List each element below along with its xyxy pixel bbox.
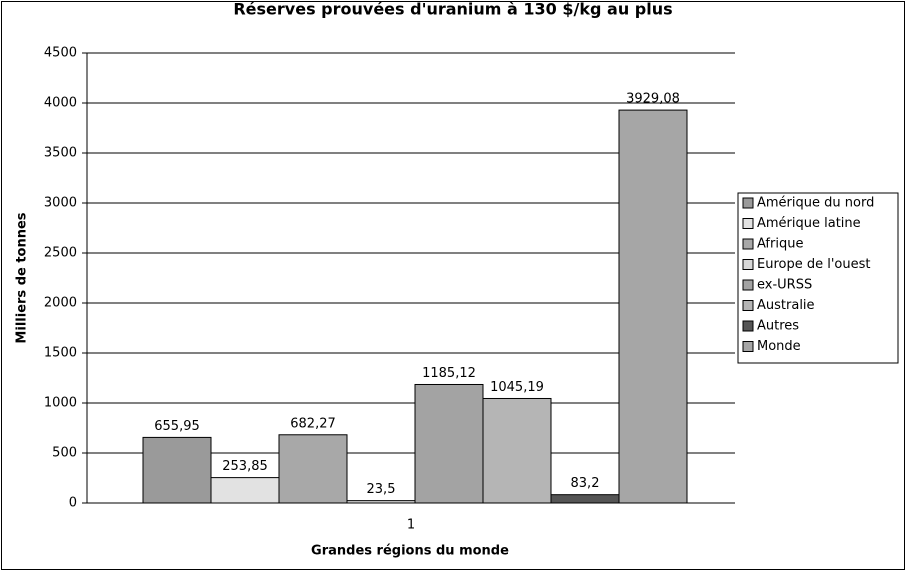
legend-swatch bbox=[742, 320, 754, 332]
bar bbox=[278, 434, 348, 504]
legend-swatch bbox=[742, 238, 754, 250]
legend-swatch bbox=[742, 279, 754, 291]
data-label: 682,27 bbox=[290, 416, 336, 431]
y-tick-label: 500 bbox=[52, 446, 77, 461]
legend-swatch bbox=[742, 259, 754, 270]
legend-label: Amérique latine bbox=[757, 216, 861, 231]
data-label: 83,2 bbox=[571, 476, 600, 491]
legend-label: Afrique bbox=[757, 237, 803, 252]
y-tick-label: 3000 bbox=[44, 196, 77, 211]
y-tick-label: 0 bbox=[69, 496, 77, 511]
y-tick-label: 1000 bbox=[44, 396, 77, 411]
bar bbox=[550, 494, 620, 504]
legend-swatch bbox=[742, 197, 754, 209]
chart-title: Réserves prouvées d'uranium à 130 $/kg a… bbox=[233, 0, 672, 19]
legend-label: Monde bbox=[757, 339, 801, 354]
y-tick-label: 2000 bbox=[44, 296, 77, 311]
data-label: 23,5 bbox=[367, 482, 396, 497]
y-tick-label: 4500 bbox=[44, 46, 77, 61]
bar bbox=[142, 436, 212, 504]
x-tick-label: 1 bbox=[407, 518, 415, 533]
bar bbox=[618, 109, 688, 504]
y-tick-label: 4000 bbox=[44, 96, 77, 111]
x-axis-title: Grandes régions du monde bbox=[311, 544, 509, 559]
data-label: 1185,12 bbox=[422, 366, 476, 381]
data-label: 3929,08 bbox=[626, 92, 680, 107]
data-label: 655,95 bbox=[154, 419, 200, 434]
bar bbox=[210, 477, 280, 504]
legend-swatch bbox=[742, 218, 754, 229]
data-label: 1045,19 bbox=[490, 380, 544, 395]
y-tick-label: 3500 bbox=[44, 146, 77, 161]
y-tick-label: 2500 bbox=[44, 246, 77, 261]
legend-swatch bbox=[742, 300, 754, 311]
legend-label: Australie bbox=[757, 298, 815, 313]
bar bbox=[482, 397, 552, 504]
bar bbox=[414, 383, 484, 504]
legend bbox=[737, 192, 899, 364]
data-label: 253,85 bbox=[222, 459, 268, 474]
y-axis-title: Milliers de tonnes bbox=[15, 212, 30, 343]
legend-label: Europe de l'ouest bbox=[757, 257, 870, 272]
legend-label: ex-URSS bbox=[757, 278, 812, 293]
legend-label: Amérique du nord bbox=[757, 196, 874, 211]
bar bbox=[346, 500, 416, 504]
legend-swatch bbox=[742, 341, 754, 352]
y-tick-label: 1500 bbox=[44, 346, 77, 361]
legend-label: Autres bbox=[757, 319, 799, 334]
